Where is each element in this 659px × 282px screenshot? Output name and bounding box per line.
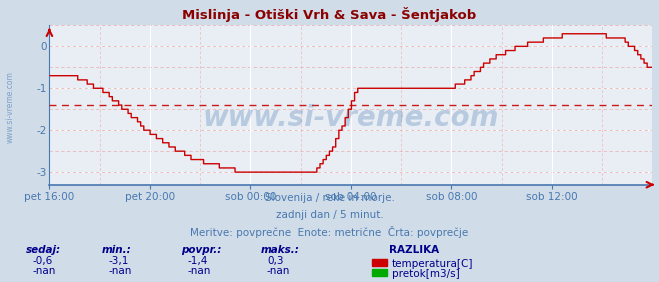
Text: -nan: -nan <box>188 266 211 276</box>
Text: www.si-vreme.com: www.si-vreme.com <box>203 104 499 132</box>
Text: RAZLIKA: RAZLIKA <box>389 245 439 255</box>
Text: povpr.:: povpr.: <box>181 245 221 255</box>
Text: -nan: -nan <box>109 266 132 276</box>
Text: www.si-vreme.com: www.si-vreme.com <box>5 71 14 143</box>
Text: -3,1: -3,1 <box>109 256 129 266</box>
Text: Slovenija / reke in morje.: Slovenija / reke in morje. <box>264 193 395 203</box>
Text: Meritve: povprečne  Enote: metrične  Črta: povprečje: Meritve: povprečne Enote: metrične Črta:… <box>190 226 469 238</box>
Text: -nan: -nan <box>33 266 56 276</box>
Text: -0,6: -0,6 <box>33 256 53 266</box>
Text: -1,4: -1,4 <box>188 256 208 266</box>
Text: min.:: min.: <box>102 245 132 255</box>
Text: sedaj:: sedaj: <box>26 245 61 255</box>
Text: 0,3: 0,3 <box>267 256 283 266</box>
Text: zadnji dan / 5 minut.: zadnji dan / 5 minut. <box>275 210 384 219</box>
Text: pretok[m3/s]: pretok[m3/s] <box>392 269 460 279</box>
Text: maks.:: maks.: <box>260 245 299 255</box>
Text: Mislinja - Otiški Vrh & Sava - Šentjakob: Mislinja - Otiški Vrh & Sava - Šentjakob <box>183 7 476 22</box>
Text: temperatura[C]: temperatura[C] <box>392 259 474 269</box>
Text: -nan: -nan <box>267 266 290 276</box>
